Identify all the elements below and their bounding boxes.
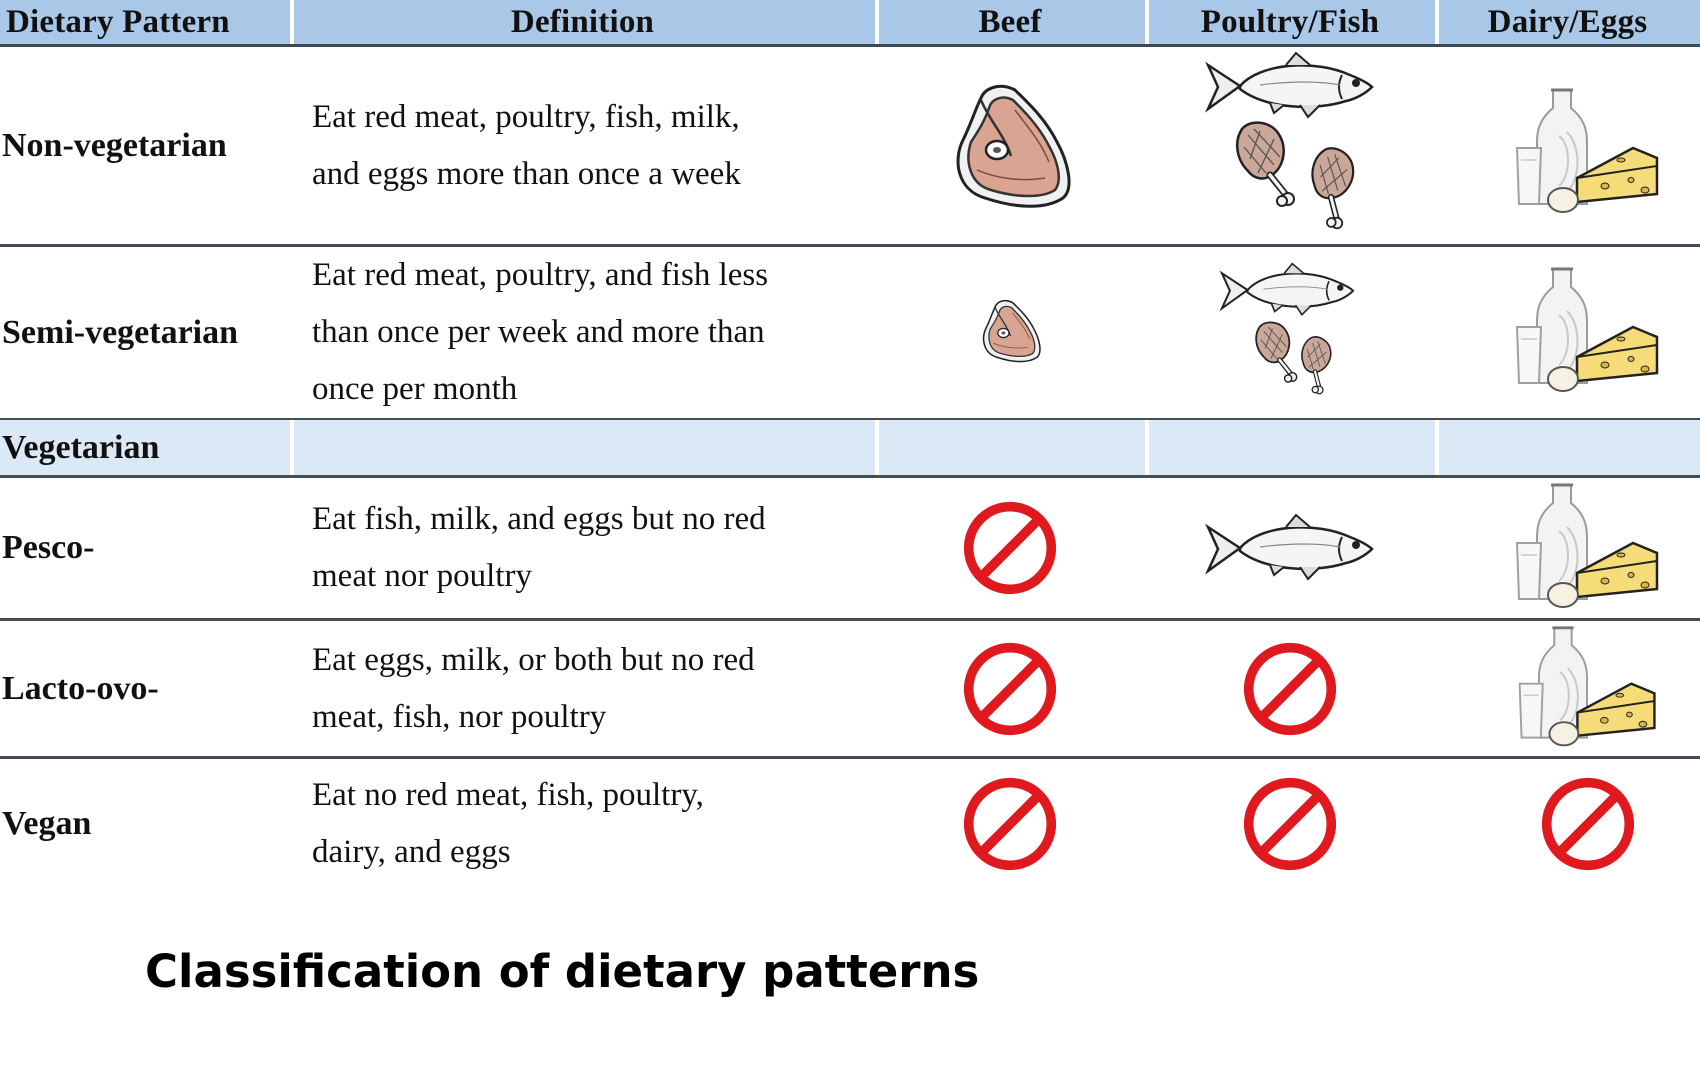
definition-line: Eat eggs, milk, or both but no red [312,641,755,678]
table-header-row: Dietary Pattern Definition Beef Poultry/… [0,0,1700,47]
poultry-fish-cell-lacto-ovo [1145,621,1435,759]
beef-cell-vegan [875,759,1145,889]
dairy-eggs-cell-non-vegetarian [1435,47,1700,247]
row-label-semi-vegetarian: Semi-vegetarian [0,247,290,421]
definition-lacto-ovo: Eat eggs, milk, or both but no red meat,… [290,621,875,759]
table-row-pesco: Pesco- Eat fish, milk, and eggs but no r… [0,478,1700,621]
dairy-eggs-cell-semi-vegetarian [1435,247,1700,421]
definition-line: meat nor poultry [312,558,532,594]
definition-line: once per month [312,371,518,407]
table-row-lacto-ovo: Lacto-ovo- Eat eggs, milk, or both but n… [0,621,1700,759]
beef-cell-semi-vegetarian [875,247,1145,421]
prohibited-icon [1242,776,1338,872]
table-row-vegan: Vegan Eat no red meat, fish, poultry, da… [0,759,1700,889]
definition-line: dairy, and eggs [312,834,511,870]
definition-line: Eat fish, milk, and eggs but no red [312,501,766,537]
group-row-empty-cell [1435,420,1700,478]
poultry-fish-cell-semi-vegetarian [1145,247,1435,421]
milk-cheese-egg-icon [1513,481,1663,616]
beef-cell-lacto-ovo [875,621,1145,759]
definition-non-vegetarian: Eat red meat, poultry, fish, milk, and e… [290,47,875,247]
group-row-empty-cell [1145,420,1435,478]
definition-line: Eat red meat, poultry, and fish less [312,257,769,293]
milk-cheese-egg-icon [1513,624,1663,754]
poultry-fish-cell-non-vegetarian [1145,47,1435,247]
row-label-pesco: Pesco- [0,478,290,621]
row-label-non-vegetarian: Non-vegetarian [0,47,290,247]
prohibited-icon [962,641,1058,737]
beef-cell-non-vegetarian [875,47,1145,247]
poultry-fish-cell-pesco [1145,478,1435,621]
definition-line: meat, fish, nor poultry [312,698,607,735]
steak-icon [945,80,1075,220]
definition-semi-vegetarian: Eat red meat, poultry, and fish less tha… [290,247,875,421]
beef-cell-pesco [875,478,1145,621]
prohibited-icon [962,500,1058,596]
small-fish-and-drumsticks-icon [1220,262,1355,408]
definition-pesco: Eat fish, milk, and eggs but no red meat… [290,478,875,621]
table-row-non-vegetarian: Non-vegetarian Eat red meat, poultry, fi… [0,47,1700,247]
prohibited-icon [1540,776,1636,872]
dairy-eggs-cell-vegan [1435,759,1700,889]
milk-cheese-egg-icon [1513,265,1663,400]
definition-line: Eat no red meat, fish, poultry, [312,777,704,813]
column-header-beef: Beef [875,0,1145,47]
poultry-fish-cell-vegan [1145,759,1435,889]
row-label-vegan: Vegan [2,805,92,842]
prohibited-icon [962,776,1058,872]
figure-caption: Classification of dietary patterns [145,945,980,998]
dairy-eggs-cell-lacto-ovo [1435,621,1700,759]
column-header-dairy-eggs: Dairy/Eggs [1435,0,1700,47]
milk-cheese-egg-icon [1513,86,1663,221]
table-row-vegetarian-group: Vegetarian [0,420,1700,478]
small-steak-icon [977,297,1043,369]
column-header-poultry-fish: Poultry/Fish [1145,0,1435,47]
column-header-dietary-pattern: Dietary Pattern [0,0,290,47]
definition-line: than once per week and more than [312,314,765,350]
column-header-definition: Definition [290,0,875,47]
table-row-semi-vegetarian: Semi-vegetarian Eat red meat, poultry, a… [0,247,1700,421]
definition-line: Eat red meat, poultry, fish, milk, [312,98,740,135]
fish-icon [1199,513,1381,583]
definition-vegan: Eat no red meat, fish, poultry, dairy, a… [290,759,875,889]
group-row-empty-cell [875,420,1145,478]
dairy-eggs-cell-pesco [1435,478,1700,621]
group-row-empty-cell [290,420,875,478]
row-label-lacto-ovo: Lacto-ovo- [0,621,290,759]
dietary-patterns-table: Dietary Pattern Definition Beef Poultry/… [0,0,1700,889]
fish-and-drumsticks-icon [1206,51,1374,241]
definition-line: and eggs more than once a week [312,155,741,192]
prohibited-icon [1242,641,1338,737]
row-label-vegetarian: Vegetarian [0,420,290,478]
